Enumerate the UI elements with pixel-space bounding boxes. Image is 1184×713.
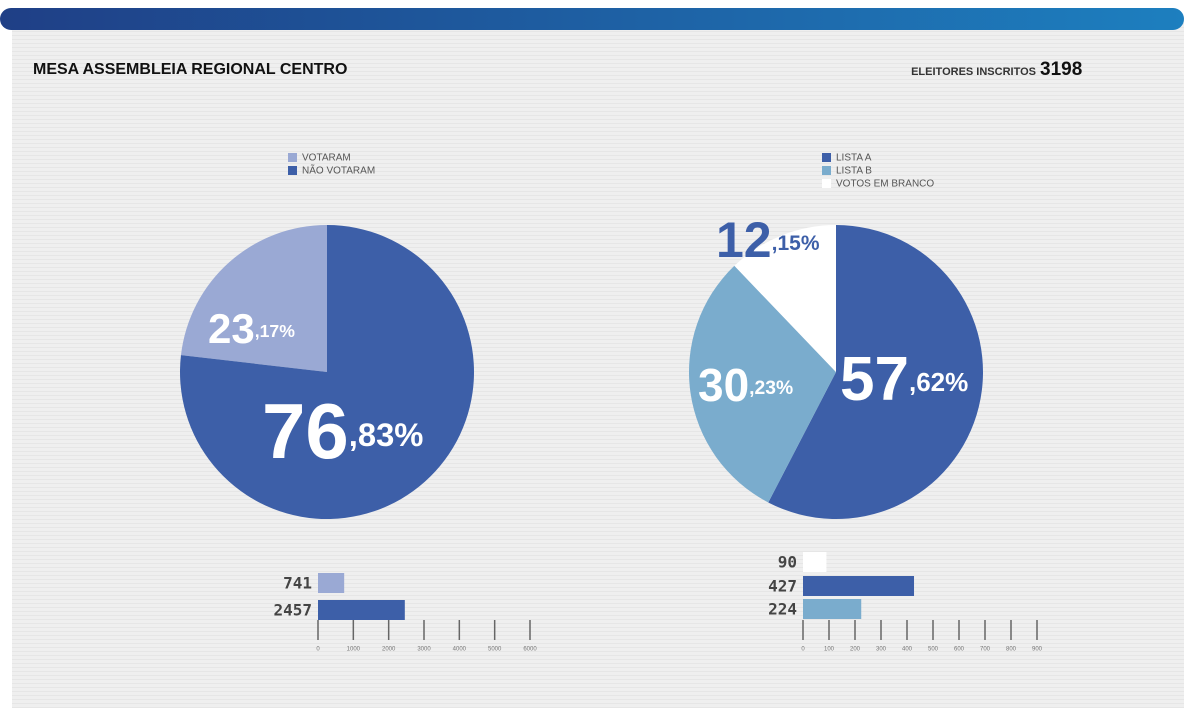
slice-label: 76,83% xyxy=(262,387,423,475)
bar xyxy=(318,573,345,593)
x-tick-label: 1000 xyxy=(347,647,361,653)
slice-label: 57,62% xyxy=(840,345,968,414)
slice-label: 23,17% xyxy=(208,305,295,352)
registered-label: ELEITORES INSCRITOS xyxy=(911,66,1036,78)
slice-label: 30,23% xyxy=(698,359,793,411)
legend-swatch xyxy=(288,166,297,175)
legend-swatch xyxy=(822,179,831,188)
x-tick-label: 0 xyxy=(801,647,805,653)
pie-slice xyxy=(689,265,836,503)
bar xyxy=(803,599,862,619)
x-tick-label: 3000 xyxy=(417,647,431,653)
bar xyxy=(803,552,827,572)
registered-value: 3198 xyxy=(1040,59,1082,80)
x-tick-label: 4000 xyxy=(453,647,467,653)
pie-slice xyxy=(768,225,983,520)
x-tick-label: 400 xyxy=(902,647,913,653)
x-tick-label: 900 xyxy=(1032,647,1043,653)
x-tick-label: 300 xyxy=(876,647,887,653)
x-tick-label: 800 xyxy=(1006,647,1017,653)
x-tick-label: 0 xyxy=(316,647,320,653)
bar-label: 427 xyxy=(768,577,797,596)
legend-swatch xyxy=(822,153,831,162)
bar-label: 741 xyxy=(283,574,312,593)
legend-label: VOTOS EM BRANCO xyxy=(836,179,934,190)
top-bar xyxy=(0,8,1184,30)
pie-slice xyxy=(180,225,327,372)
bar xyxy=(803,576,915,596)
x-tick-label: 700 xyxy=(980,647,991,653)
bar-label: 224 xyxy=(768,600,797,619)
title: MESA ASSEMBLEIA REGIONAL CENTRO xyxy=(33,61,347,78)
x-tick-label: 100 xyxy=(824,647,835,653)
x-tick-label: 500 xyxy=(928,647,939,653)
legend-swatch xyxy=(822,166,831,175)
bar xyxy=(318,600,405,620)
x-tick-label: 2000 xyxy=(382,647,396,653)
slice-label: 12,15% xyxy=(716,212,820,268)
x-tick-label: 200 xyxy=(850,647,861,653)
legend-label: NÃO VOTARAM xyxy=(302,164,375,177)
pie-slice xyxy=(180,225,474,519)
x-tick-label: 600 xyxy=(954,647,965,653)
pie-slice xyxy=(734,225,836,372)
legend-label: VOTARAM xyxy=(302,153,351,164)
bar-label: 2457 xyxy=(273,601,312,620)
legend-label: LISTA B xyxy=(836,166,872,177)
legend-label: LISTA A xyxy=(836,153,872,164)
legend-swatch xyxy=(288,153,297,162)
x-tick-label: 6000 xyxy=(523,647,537,653)
bar-label: 90 xyxy=(778,553,797,572)
x-tick-label: 5000 xyxy=(488,647,502,653)
